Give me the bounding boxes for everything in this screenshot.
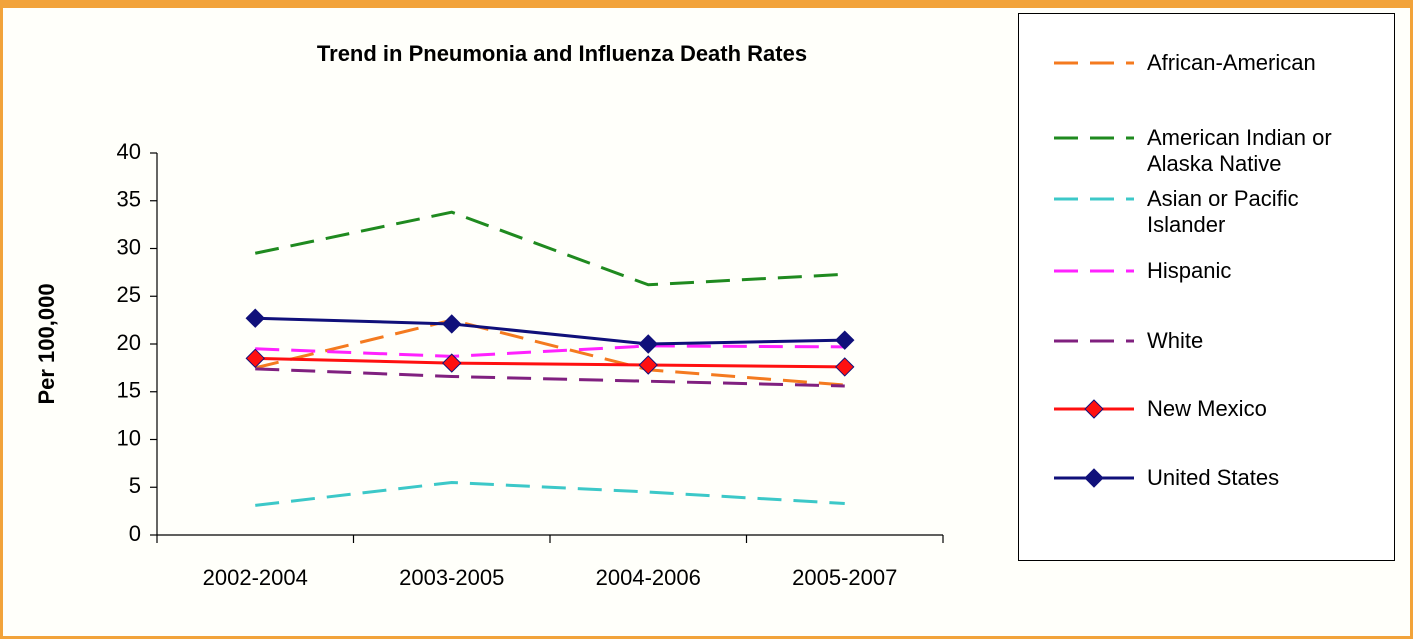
legend: African-American American Indian or Alask…: [1018, 13, 1395, 561]
legend-swatch: [1054, 197, 1134, 201]
legend-marker: [1084, 399, 1104, 419]
point-marker: [638, 355, 658, 375]
legend-label: African-American: [1147, 50, 1316, 75]
series-line: [254, 318, 845, 387]
series-line: [255, 316, 845, 346]
legend-swatch: [1054, 136, 1134, 140]
legend-label: White: [1147, 328, 1204, 353]
legend-swatch: [1054, 269, 1134, 273]
point-marker: [835, 357, 855, 377]
y-tick-label: 35: [117, 187, 141, 212]
legend-swatch: [1054, 339, 1134, 343]
y-tick-label: 0: [129, 521, 141, 546]
legend-label: Asian or Pacific Islander: [1147, 186, 1299, 237]
point-marker: [245, 308, 265, 328]
y-axis-label: Per 100,000: [34, 283, 59, 404]
series-line: [255, 356, 845, 369]
legend-item: African-American: [1019, 50, 1394, 110]
legend-item: Asian or Pacific Islander: [1019, 186, 1394, 246]
y-tick-label: 15: [117, 378, 141, 403]
point-marker: [835, 330, 855, 350]
legend-label: Hispanic: [1147, 258, 1232, 283]
legend-item: White: [1019, 328, 1394, 388]
legend-label: New Mexico: [1147, 396, 1267, 421]
legend-item: United States: [1019, 465, 1394, 525]
y-tick-label: 30: [117, 234, 141, 259]
legend-swatch: [1054, 61, 1134, 65]
legend-swatch: [1054, 399, 1134, 419]
series-line: [255, 480, 845, 507]
series-line: [254, 210, 845, 287]
legend-marker: [1084, 468, 1104, 488]
legend-item: Hispanic: [1019, 258, 1394, 318]
point-marker: [638, 334, 658, 354]
y-tick-label: 40: [117, 139, 141, 164]
chart-title: Trend in Pneumonia and Influenza Death R…: [317, 41, 807, 66]
legend-label: United States: [1147, 465, 1280, 490]
point-marker: [245, 348, 265, 369]
legend-item: New Mexico: [1019, 396, 1394, 456]
series-line: [255, 344, 845, 358]
x-tick-label: 2002-2004: [203, 565, 308, 590]
x-tick-label: 2004-2006: [596, 565, 701, 590]
y-tick-label: 10: [117, 425, 141, 450]
y-tick-label: 5: [129, 473, 141, 498]
y-tick-label: 25: [117, 282, 141, 307]
point-marker: [442, 314, 462, 334]
chart: Trend in Pneumonia and Influenza Death R…: [34, 41, 944, 590]
legend-item: American Indian or Alaska Native: [1019, 125, 1394, 185]
point-marker: [442, 353, 462, 373]
series-line: [255, 367, 845, 388]
y-tick-label: 20: [117, 330, 141, 355]
legend-label: American Indian or Alaska Native: [1147, 125, 1332, 176]
x-tick-label: 2005-2007: [792, 565, 897, 590]
x-tick-label: 2003-2005: [399, 565, 504, 590]
legend-swatch: [1054, 468, 1134, 488]
